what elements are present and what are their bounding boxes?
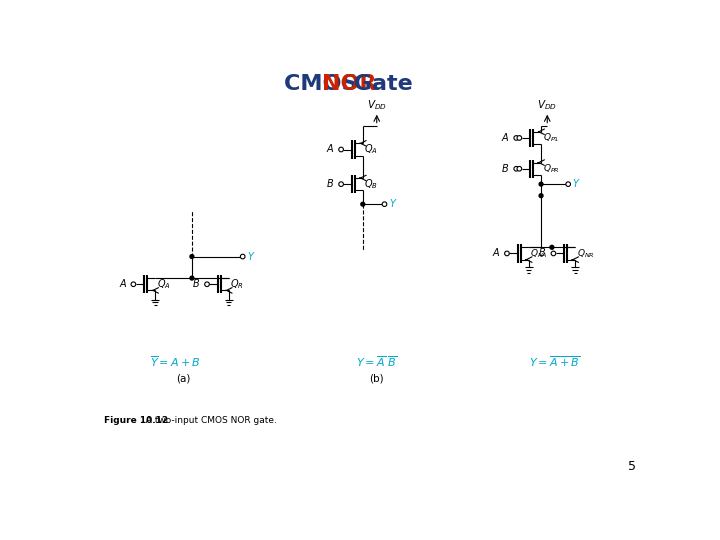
Text: NOR: NOR — [323, 74, 377, 94]
Text: Y: Y — [573, 179, 579, 189]
Text: A: A — [492, 248, 499, 259]
Text: $V_{DD}$: $V_{DD}$ — [537, 98, 557, 112]
Text: $\overline{Y} = A + B$: $\overline{Y} = A + B$ — [150, 354, 201, 369]
Circle shape — [339, 182, 343, 186]
Circle shape — [190, 254, 194, 259]
Circle shape — [550, 245, 554, 249]
Text: A: A — [119, 279, 126, 289]
Circle shape — [514, 166, 518, 171]
Text: $Q_{NA}$: $Q_{NA}$ — [530, 247, 548, 260]
Text: A two-input CMOS NOR gate.: A two-input CMOS NOR gate. — [140, 416, 277, 425]
Circle shape — [204, 282, 210, 287]
Text: 5: 5 — [629, 460, 636, 473]
Text: $Q_A$: $Q_A$ — [157, 278, 171, 291]
Text: $V_{DD}$: $V_{DD}$ — [366, 98, 387, 112]
Circle shape — [240, 254, 245, 259]
Text: $Y = \overline{A + B}$: $Y = \overline{A + B}$ — [529, 354, 580, 369]
Text: $Q_{PR}$: $Q_{PR}$ — [543, 163, 559, 175]
Text: $Y = \overline{A}\ \overline{B}$: $Y = \overline{A}\ \overline{B}$ — [356, 354, 397, 369]
Circle shape — [382, 202, 387, 206]
Circle shape — [505, 251, 509, 256]
Circle shape — [517, 136, 522, 140]
Text: A: A — [502, 133, 508, 143]
Circle shape — [361, 202, 365, 206]
Circle shape — [517, 166, 522, 171]
Text: Figure 10.12: Figure 10.12 — [104, 416, 168, 425]
Circle shape — [551, 251, 556, 256]
Text: B: B — [502, 164, 508, 174]
Circle shape — [566, 182, 570, 186]
Text: (b): (b) — [369, 374, 384, 384]
Circle shape — [339, 147, 343, 152]
Text: $Q_B$: $Q_B$ — [364, 177, 378, 191]
Text: Y: Y — [248, 252, 253, 261]
Circle shape — [131, 282, 136, 287]
Text: A: A — [327, 145, 333, 154]
Text: (a): (a) — [176, 374, 190, 384]
Text: $Q_R$: $Q_R$ — [230, 278, 244, 291]
Text: CMOS: CMOS — [284, 74, 365, 94]
Text: B: B — [539, 248, 546, 259]
Circle shape — [514, 136, 518, 140]
Text: Gate: Gate — [346, 74, 413, 94]
Circle shape — [539, 182, 543, 186]
Text: B: B — [327, 179, 333, 189]
Text: $Q_A$: $Q_A$ — [364, 143, 378, 157]
Text: $Q_{P1}$: $Q_{P1}$ — [543, 132, 559, 144]
Circle shape — [539, 194, 543, 198]
Text: $Q_{NR}$: $Q_{NR}$ — [577, 247, 594, 260]
Circle shape — [190, 276, 194, 280]
Text: Y: Y — [389, 199, 395, 209]
Text: B: B — [192, 279, 199, 289]
